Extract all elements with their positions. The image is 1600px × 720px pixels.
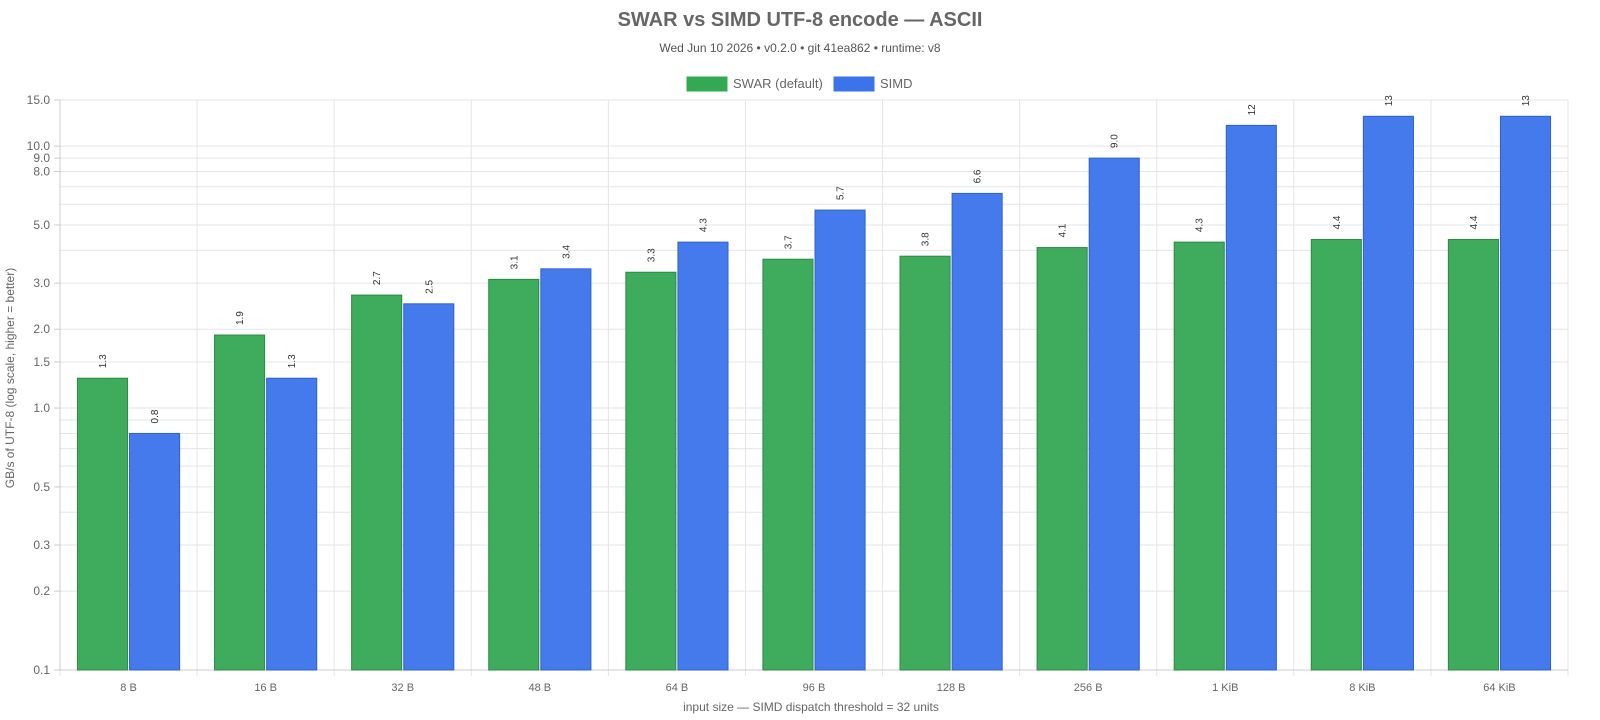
chart-title: SWAR vs SIMD UTF-8 encode — ASCII [618, 9, 983, 31]
bar-swar-2[interactable] [351, 294, 403, 671]
data-label-simd-1: 1.3 [287, 354, 298, 368]
y-tick-label: 1.5 [33, 355, 50, 369]
bar-simd-4[interactable] [677, 241, 729, 671]
data-label-simd-9: 13 [1384, 95, 1395, 107]
x-category-label: 64 B [666, 682, 689, 694]
chart-subtitle: Wed Jun 10 2026 • v0.2.0 • git 41ea862 •… [659, 41, 941, 55]
y-tick-label: 0.2 [33, 584, 50, 598]
data-label-swar-4: 3.3 [646, 248, 657, 262]
x-axis-title: input size — SIMD dispatch threshold = 3… [683, 700, 939, 714]
bar-simd-5[interactable] [814, 209, 866, 671]
bar-swar-8[interactable] [1173, 241, 1225, 671]
bar-swar-9[interactable] [1310, 239, 1362, 671]
legend-label-swar[interactable]: SWAR (default) [733, 76, 823, 91]
x-category-label: 48 B [528, 682, 551, 694]
data-labels: 1.3 1.9 2.7 3.1 3.3 3.7 3.8 4.1 4.3 4.4 4.4 0.8 1.3 2… [98, 95, 1532, 424]
data-label-swar-1: 1.9 [235, 311, 246, 325]
y-tick-label: 5.0 [33, 218, 50, 232]
x-category-label: 8 B [120, 682, 137, 694]
bar-simd-6[interactable] [951, 192, 1003, 671]
y-axis-ticks: 0.1 0.2 0.3 0.5 1.0 1.5 2.0 3.0 5.0 8.09.010.0 15.… [27, 93, 60, 677]
y-tick-label: 1.0 [33, 401, 50, 415]
bar-simd-10[interactable] [1499, 115, 1552, 671]
data-label-simd-5: 5.7 [836, 186, 847, 200]
data-label-swar-10: 4.4 [1469, 215, 1480, 229]
bar-swar-7[interactable] [1036, 247, 1088, 671]
data-label-simd-0: 0.8 [150, 409, 161, 423]
x-category-label: 64 KiB [1483, 682, 1515, 694]
bar-simd-2[interactable] [403, 303, 455, 671]
x-category-label: 32 B [391, 682, 414, 694]
data-label-simd-8: 12 [1247, 104, 1258, 116]
y-tick-label: 9.0 [33, 151, 50, 165]
bar-simd-0[interactable] [129, 432, 181, 671]
data-label-simd-6: 6.6 [973, 169, 984, 183]
bar-swar-3[interactable] [488, 278, 540, 671]
legend-swatch-swar[interactable] [686, 76, 728, 92]
data-label-simd-2: 2.5 [424, 279, 435, 293]
data-label-simd-4: 4.3 [698, 218, 709, 232]
bar-simd-3[interactable] [540, 268, 592, 671]
bar-simd-8[interactable] [1225, 124, 1277, 671]
bar-simd-1[interactable] [266, 377, 318, 671]
bar-swar-6[interactable] [899, 255, 951, 671]
y-tick-label: 0.5 [33, 480, 50, 494]
data-label-swar-7: 4.1 [1058, 223, 1069, 237]
legend[interactable]: SWAR (default) SIMD [686, 76, 913, 92]
bar-swar-1[interactable] [214, 334, 266, 671]
x-category-label: 8 KiB [1349, 682, 1375, 694]
bar-simd-9[interactable] [1362, 115, 1414, 671]
bar-swar-10[interactable] [1447, 239, 1499, 671]
data-label-swar-0: 1.3 [98, 354, 109, 368]
y-tick-label: 10.0 [27, 139, 51, 153]
data-label-swar-9: 4.4 [1332, 215, 1343, 229]
bars [76, 115, 1552, 671]
data-label-swar-8: 4.3 [1195, 218, 1206, 232]
data-label-simd-3: 3.4 [561, 245, 572, 259]
bar-swar-5[interactable] [762, 258, 814, 671]
x-axis-categories: 8 B 16 B 32 B 48 B 64 B 96 B 128 B 256 B 1 KiB 8 … [120, 682, 1515, 694]
data-label-simd-7: 9.0 [1110, 134, 1121, 148]
data-label-swar-2: 2.7 [372, 271, 383, 285]
data-label-swar-5: 3.7 [783, 235, 794, 249]
data-label-swar-6: 3.8 [921, 232, 932, 246]
legend-label-simd[interactable]: SIMD [880, 76, 913, 91]
y-axis-title: GB/s of UTF-8 (log scale, higher = bette… [3, 268, 17, 488]
x-category-label: 128 B [937, 682, 966, 694]
y-tick-label: 2.0 [33, 322, 50, 336]
y-tick-label: 3.0 [33, 276, 50, 290]
x-category-label: 96 B [803, 682, 826, 694]
bar-simd-7[interactable] [1088, 157, 1140, 671]
bar-swar-0[interactable] [76, 377, 129, 671]
x-category-label: 16 B [254, 682, 277, 694]
y-tick-label: 0.1 [33, 663, 50, 677]
y-tick-label: 0.3 [33, 538, 50, 552]
legend-swatch-simd[interactable] [833, 76, 875, 92]
y-tick-label: 15.0 [27, 93, 51, 107]
x-category-label: 1 KiB [1212, 682, 1238, 694]
data-label-swar-3: 3.1 [509, 255, 520, 269]
bar-swar-4[interactable] [625, 271, 677, 671]
data-label-simd-10: 13 [1521, 95, 1532, 107]
x-category-label: 256 B [1074, 682, 1103, 694]
y-tick-label: 8.0 [33, 165, 50, 179]
